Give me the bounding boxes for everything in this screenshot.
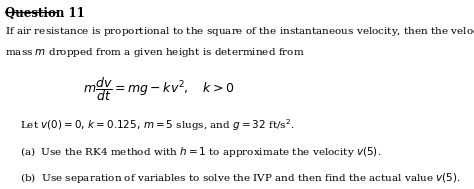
- Text: (b)  Use separation of variables to solve the IVP and then find the actual value: (b) Use separation of variables to solve…: [20, 170, 461, 184]
- Text: Question 11: Question 11: [5, 7, 84, 20]
- Text: If air resistance is proportional to the square of the instantaneous velocity, t: If air resistance is proportional to the…: [5, 25, 474, 38]
- Text: Let $v(0) = 0,\, k = 0.125,\, m = 5$ slugs, and $g = 32$ ft/s$^2$.: Let $v(0) = 0,\, k = 0.125,\, m = 5$ slu…: [20, 117, 295, 133]
- Text: $m\dfrac{dv}{dt} = mg - kv^2, \quad k > 0$: $m\dfrac{dv}{dt} = mg - kv^2, \quad k > …: [83, 75, 234, 103]
- Text: (a)  Use the RK4 method with $h = 1$ to approximate the velocity $v(5)$.: (a) Use the RK4 method with $h = 1$ to a…: [20, 145, 382, 159]
- Text: mass $m$ dropped from a given height is determined from: mass $m$ dropped from a given height is …: [5, 46, 304, 59]
